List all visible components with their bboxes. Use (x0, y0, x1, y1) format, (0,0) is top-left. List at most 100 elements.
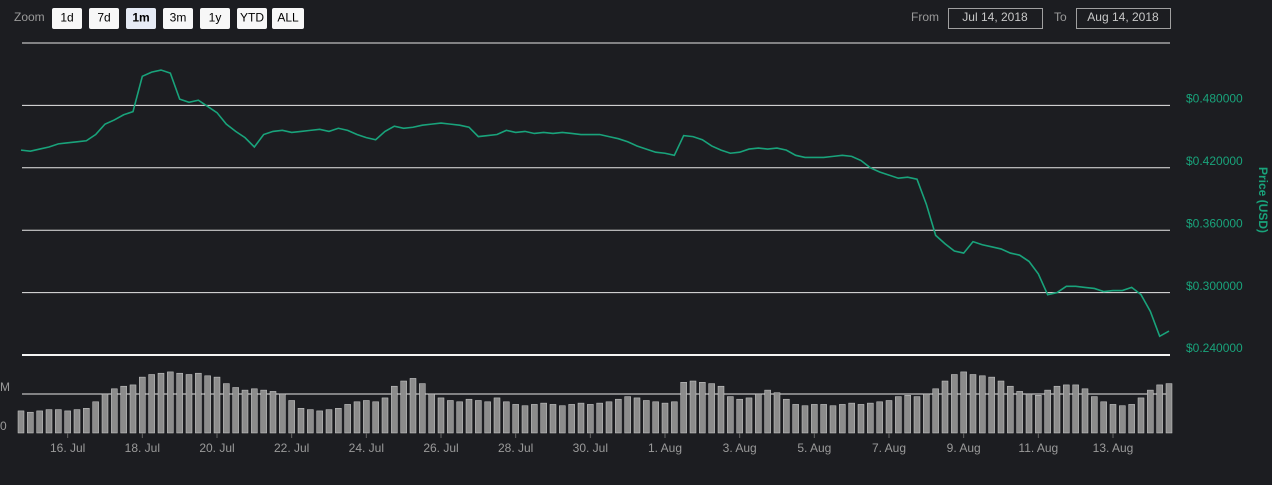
zoom-button-label[interactable]: ALL (277, 11, 299, 25)
zoom-button[interactable] (237, 8, 267, 29)
zoom-button[interactable] (126, 8, 156, 29)
volume-bar (381, 397, 389, 434)
volume-bar (185, 374, 193, 434)
volume-bar (64, 410, 71, 434)
volume-bar (839, 404, 846, 434)
volume-bar (904, 395, 911, 434)
volume-bar (428, 393, 435, 434)
volume-bar (885, 400, 893, 434)
volume-bar (484, 401, 491, 434)
volume-bar (437, 397, 445, 434)
zoom-button[interactable] (200, 8, 230, 29)
x-tick-label: 22. Jul (274, 441, 309, 455)
volume-bar (101, 393, 109, 434)
volume-bar (307, 409, 314, 434)
y-tick-label: $0.420000 (1186, 154, 1243, 168)
to-value[interactable]: Aug 14, 2018 (1087, 10, 1159, 24)
volume-bar (335, 408, 342, 434)
volume-bar (988, 376, 995, 434)
volume-bar (139, 376, 146, 434)
from-input[interactable] (948, 8, 1043, 29)
volume-bar (288, 400, 295, 434)
y-axis-title: Price (USD) (1256, 167, 1270, 233)
volume-bar (895, 396, 902, 434)
x-tick-label: 16. Jul (50, 441, 85, 455)
volume-tick-label: 0 (0, 419, 7, 433)
zoom-button-label[interactable]: 1y (209, 11, 222, 25)
volume-bar (223, 383, 230, 434)
volume-bar (176, 372, 183, 434)
zoom-button-label[interactable]: 1d (60, 11, 73, 25)
volume-tick-label: M (0, 380, 10, 394)
volume-bar (92, 401, 99, 434)
volume-bar (764, 389, 771, 434)
volume-bar (699, 382, 706, 434)
volume-bar (671, 401, 678, 434)
volume-bar (801, 405, 809, 434)
volume-bar (811, 404, 818, 434)
volume-bar (344, 404, 351, 434)
volume-bar (279, 393, 286, 434)
volume-bar (325, 409, 333, 434)
volume-bar (736, 398, 743, 434)
volume-bar (475, 400, 482, 434)
volume-bar (643, 400, 650, 434)
volume-bar (111, 388, 118, 434)
x-tick-label: 3. Aug (723, 441, 757, 455)
volume-bar (260, 389, 267, 434)
zoom-button-label[interactable]: 7d (97, 11, 110, 25)
volume-bar (596, 402, 603, 434)
volume-bar (241, 389, 249, 434)
volume-bar (820, 404, 827, 434)
zoom-button-label[interactable]: 1m (132, 11, 149, 25)
volume-bar (689, 380, 697, 434)
from-value[interactable]: Jul 14, 2018 (962, 10, 1028, 24)
volume-bar (549, 404, 557, 434)
volume-bar (848, 402, 855, 434)
volume-bar (73, 409, 81, 434)
y-tick-label: $0.300000 (1186, 279, 1243, 293)
volume-bar (979, 375, 986, 434)
volume-bar (1100, 401, 1107, 434)
volume-bar (969, 374, 977, 434)
zoom-button[interactable] (52, 8, 82, 29)
x-tick-label: 9. Aug (947, 441, 981, 455)
zoom-button[interactable] (272, 8, 304, 29)
volume-bar (1007, 385, 1014, 434)
volume-bar (409, 378, 417, 434)
y-tick-label: $0.240000 (1186, 341, 1243, 355)
volume-bar (755, 393, 762, 434)
volume-bar (465, 398, 473, 434)
volume-bar (615, 398, 622, 434)
volume-bar (45, 409, 53, 434)
volume-bar (204, 375, 211, 434)
volume-bar (1053, 385, 1061, 434)
volume-bar (419, 383, 426, 434)
volume-bar (857, 404, 865, 434)
volume-bar (372, 401, 379, 434)
volume-bar (83, 408, 90, 434)
volume-bar (531, 404, 538, 434)
volume-bar (680, 382, 687, 434)
volume-bar (363, 400, 370, 434)
volume-bar (829, 405, 837, 434)
volume-bar (353, 401, 361, 434)
volume-bar (1044, 389, 1051, 434)
volume-bar (717, 385, 725, 434)
x-tick-label: 20. Jul (199, 441, 234, 455)
zoom-label: Zoom (14, 10, 45, 24)
zoom-button-label[interactable]: YTD (240, 11, 264, 25)
zoom-button-label[interactable]: 3m (170, 11, 187, 25)
volume-bar (391, 385, 398, 434)
volume-bar (120, 385, 127, 434)
volume-bar (297, 408, 305, 434)
volume-bar (1081, 388, 1089, 434)
volume-bar (129, 384, 137, 434)
zoom-button[interactable] (163, 8, 193, 29)
to-input[interactable] (1076, 8, 1171, 29)
volume-bar (960, 371, 967, 434)
volume-bar (27, 411, 34, 434)
y-tick-label: $0.480000 (1186, 92, 1243, 106)
zoom-button[interactable] (89, 8, 119, 29)
